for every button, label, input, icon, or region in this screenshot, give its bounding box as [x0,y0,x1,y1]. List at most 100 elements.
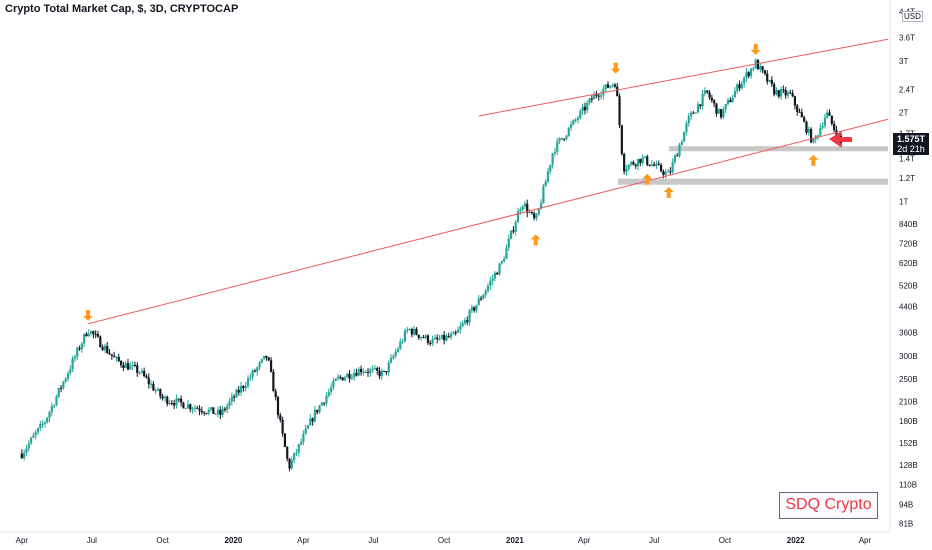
x-tick-label: 2021 [506,536,524,545]
candle-body [205,413,208,415]
candle-body [800,112,803,118]
candle-body [537,208,540,215]
candle-body [662,171,665,175]
candle-body [392,356,395,358]
x-tick-label: Jul [649,536,659,545]
currency-label[interactable]: USD [902,11,923,22]
candle-body [466,320,469,323]
candle-body [593,94,596,100]
candle-body [29,437,33,444]
candle-body [782,89,785,91]
candle-body [119,361,123,366]
candle-body [332,380,335,388]
candle-body [572,119,575,125]
y-tick-label: 300B [899,352,918,361]
y-tick-label: 3.6T [899,33,915,42]
candle-body [78,348,81,350]
candle-body [710,97,713,101]
candle-body [186,404,190,409]
candle-body [666,171,670,173]
candle-body [193,407,197,409]
candle-body [463,320,467,324]
candle-body [177,398,180,400]
last-price-value: 1.575T [896,134,926,144]
candle-body [251,370,254,378]
candle-body [816,135,820,137]
y-tick-label: 620B [899,259,918,268]
candle-body [613,84,617,87]
candle-body [27,443,30,449]
candle-body [415,328,418,335]
candle-body [288,458,291,469]
candle-body [805,121,808,133]
candle-body [696,104,700,113]
candle-body [267,357,270,361]
candle-body [429,343,432,345]
candle-body [299,441,303,445]
candle-body [752,68,755,70]
candle-body [283,433,287,448]
candle-body [327,391,330,396]
candle-body [717,109,720,114]
candle-body [733,91,737,98]
candle-body [629,162,633,165]
candle-body [406,329,409,331]
candle-body [276,397,280,416]
candle-body [535,214,538,219]
candle-body [50,405,53,412]
candle-body [145,375,148,378]
candle-body [179,398,183,403]
candle-body [443,334,446,341]
candle-body [115,356,118,358]
candle-body [512,230,515,232]
chart-title: Crypto Total Market Cap, $, 3D, CRYPTOCA… [5,3,239,15]
candle-body [182,402,185,409]
candle-body [650,164,653,166]
candle-body [260,359,263,363]
candle-body [362,372,365,374]
candle-body [41,423,44,425]
x-tick-label: Apr [859,536,872,545]
candle-body [159,389,162,397]
candle-body [609,85,612,88]
candle-body [246,378,250,387]
candle-body [124,363,127,368]
candle-body [373,368,377,370]
x-tick-label: Apr [297,536,310,545]
candle-body [212,407,215,414]
candle-body [542,186,545,204]
candle-body [835,130,838,139]
candle-body [694,112,697,114]
candle-body [634,164,637,167]
candle-body [833,123,836,131]
candle-body [551,153,554,165]
candle-body [493,272,497,279]
candle-body [729,99,732,103]
candle-body [237,389,240,393]
candle-body [560,138,563,140]
candle-body [620,125,623,154]
candle-body [606,84,610,88]
candle-body [64,378,67,382]
time-axis: Apr Jul Oct 2020 Apr Jul Oct 2021 Apr Jul Oct 2022 A… [16,536,872,545]
candle-body [346,373,349,378]
candle-body [422,336,425,338]
candle-body [719,109,723,118]
candle-body [819,127,822,136]
candle-body [669,171,672,173]
candle-body [556,141,559,152]
candle-body [777,90,780,97]
candle-body [189,404,192,410]
candle-body [66,373,70,379]
candle-body [595,94,598,96]
candle-body [94,334,97,336]
candle-body [293,452,296,461]
candle-body [62,381,65,388]
candle-body [410,329,413,335]
candle-body [528,212,531,214]
candle-body [23,452,26,458]
candle-body [791,92,794,97]
candle-countdown: 2d 21h [897,144,925,154]
candle-body [223,408,227,410]
